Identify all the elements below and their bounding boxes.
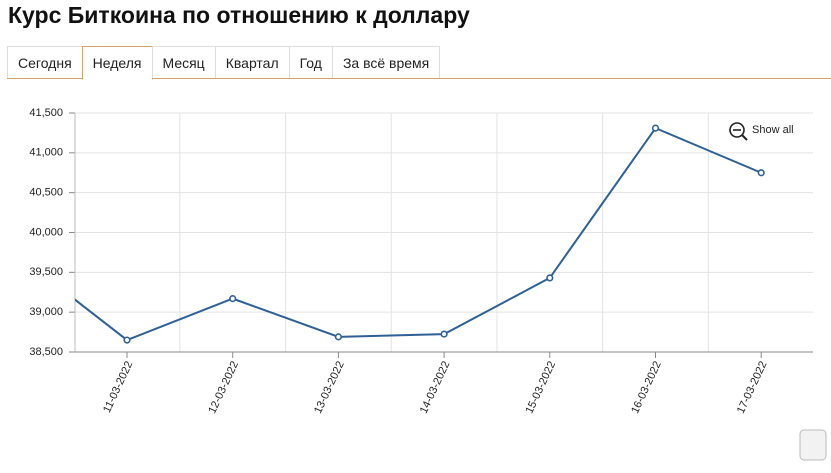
plot-area	[19, 124, 765, 344]
tab[interactable]: Квартал	[214, 46, 290, 78]
x-tick-label: 11-03-2022	[101, 359, 135, 414]
point	[334, 333, 343, 341]
x-tick-label: 13-03-2022	[312, 359, 347, 415]
zoom-icon	[741, 134, 748, 141]
x-tick-label: 15-03-2022	[523, 359, 558, 415]
y-tick-label: 38,500	[29, 346, 63, 358]
x-tick-label: 17-03-2022	[735, 359, 770, 415]
point	[19, 255, 25, 261]
point	[123, 336, 131, 344]
tab[interactable]: Сегодня	[7, 46, 83, 78]
x-tick-label: 16-03-2022	[629, 359, 664, 415]
line	[75, 126, 762, 342]
show-all-label: Show all	[752, 124, 794, 136]
point	[651, 124, 660, 132]
y-tick-label: 40,000	[29, 226, 63, 238]
zoom-icon	[729, 122, 745, 138]
point	[229, 295, 237, 303]
tab-bar: Сегодня Неделя Месяц Квартал Год За всё …	[7, 46, 831, 80]
y-tick-label: 41,500	[29, 107, 63, 119]
tab[interactable]: Год	[288, 46, 333, 78]
y-tick-label: 39,500	[29, 266, 63, 278]
y-tick-label: 39,000	[29, 306, 63, 318]
handle	[799, 429, 827, 461]
point	[546, 274, 554, 282]
navigator-handle[interactable]	[799, 429, 827, 461]
x-tick-label: 14-03-2022	[418, 359, 453, 415]
y-tick-label: 40,500	[29, 187, 63, 199]
page-title: Курс Биткоина по отношению к доллару	[8, 2, 470, 28]
x-tick-label: 12-03-2022	[206, 359, 241, 415]
show-all-button[interactable]: Show all	[729, 122, 794, 141]
point	[757, 169, 765, 177]
point	[440, 330, 448, 338]
tab[interactable]: За всё время	[331, 46, 441, 78]
tab[interactable]: Месяц	[151, 46, 216, 78]
y-tick-label: 41,000	[29, 147, 63, 159]
